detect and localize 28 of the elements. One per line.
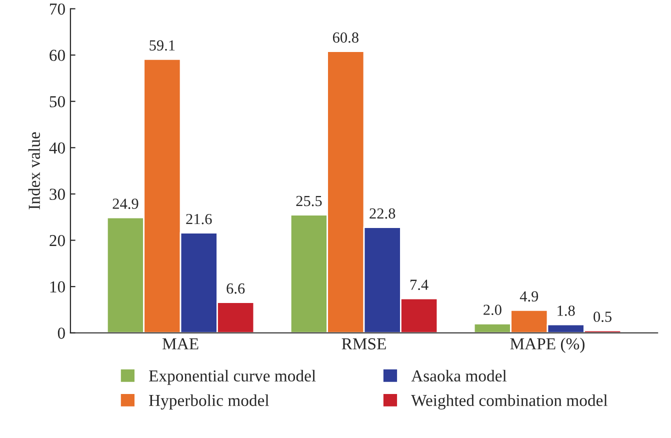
data-label: 2.0 bbox=[484, 304, 502, 316]
data-label: 22.8 bbox=[370, 208, 396, 219]
y-axis-title: Index value bbox=[28, 132, 40, 210]
y-tick-label: 20 bbox=[50, 234, 65, 246]
x-tick-label: RMSE bbox=[342, 338, 386, 350]
legend-label: Exponential curve model bbox=[149, 370, 316, 385]
y-tick-label: 30 bbox=[50, 188, 65, 200]
y-tick-label: 50 bbox=[50, 96, 65, 108]
x-tick-label: MAPE (%) bbox=[510, 338, 584, 353]
y-tick-label: 60 bbox=[50, 50, 65, 62]
legend-label: Weighted combination model bbox=[411, 394, 608, 410]
data-label: 59.1 bbox=[150, 40, 175, 51]
data-label: 21.6 bbox=[186, 214, 212, 224]
legend-label: Hyperbolic model bbox=[149, 394, 269, 410]
data-label: 60.8 bbox=[332, 32, 358, 43]
data-label: 1.8 bbox=[558, 306, 575, 316]
data-label: 6.6 bbox=[226, 283, 245, 294]
y-tick-label: 10 bbox=[50, 281, 65, 293]
data-label: 0.5 bbox=[594, 312, 612, 322]
y-tick-label: 0 bbox=[58, 328, 65, 339]
data-label: 4.9 bbox=[520, 291, 538, 302]
y-tick-label: 70 bbox=[50, 3, 65, 15]
legend-label: Asaoka model bbox=[411, 370, 507, 382]
data-label: 24.9 bbox=[112, 198, 138, 209]
x-tick-label: MAE bbox=[162, 338, 198, 350]
data-label: 25.5 bbox=[296, 196, 322, 206]
y-tick-label: 40 bbox=[49, 142, 65, 154]
data-label: 7.4 bbox=[410, 280, 428, 290]
